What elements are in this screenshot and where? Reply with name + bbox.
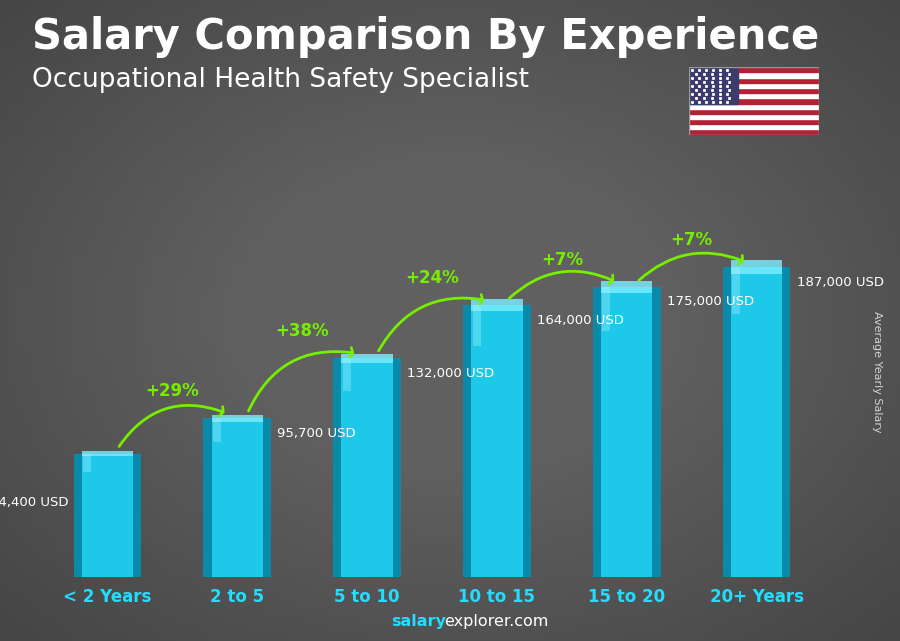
Bar [203,419,271,577]
Bar [733,267,741,313]
Bar [523,305,531,577]
Bar [343,358,351,391]
Bar [464,305,531,577]
Bar [782,267,790,577]
Bar [333,358,400,577]
Bar [688,124,819,129]
Bar [688,72,819,78]
Bar [82,451,133,456]
Bar [602,287,610,331]
Bar [688,78,819,83]
Text: +7%: +7% [670,231,713,249]
Bar [333,358,341,577]
Bar [341,353,392,363]
Bar [652,287,661,577]
Text: explorer.com: explorer.com [444,615,548,629]
Bar [688,104,819,109]
Text: +7%: +7% [541,251,583,269]
Bar [472,305,481,346]
Bar [83,454,91,472]
Bar [688,109,819,114]
Text: Average Yearly Salary: Average Yearly Salary [872,311,883,433]
Bar [74,454,82,577]
Text: +24%: +24% [405,269,459,287]
Text: Occupational Health Safety Specialist: Occupational Health Safety Specialist [32,67,528,94]
Text: 74,400 USD: 74,400 USD [0,497,68,510]
Bar [203,419,212,577]
Bar [688,98,819,104]
Bar [723,267,790,577]
Bar [392,358,400,577]
Bar [212,415,263,422]
Text: +29%: +29% [146,382,199,400]
Bar [213,419,221,442]
Bar [723,267,731,577]
Bar [688,67,738,104]
Text: salary: salary [392,615,446,629]
Bar [593,287,661,577]
Bar [688,129,819,135]
Bar [593,287,601,577]
Text: 187,000 USD: 187,000 USD [796,276,884,288]
Text: 175,000 USD: 175,000 USD [667,296,754,308]
Text: 95,700 USD: 95,700 USD [277,427,356,440]
Text: 164,000 USD: 164,000 USD [537,313,624,327]
Bar [464,305,472,577]
Text: 132,000 USD: 132,000 USD [408,367,494,379]
Bar [688,83,819,88]
Text: +38%: +38% [275,322,329,340]
Bar [688,88,819,93]
Bar [472,299,523,312]
Bar [688,93,819,98]
Bar [688,119,819,124]
Bar [74,454,141,577]
Bar [688,114,819,119]
Bar [731,260,782,274]
Bar [601,281,652,294]
Bar [133,454,141,577]
Bar [688,67,819,72]
Bar [263,419,271,577]
Text: Salary Comparison By Experience: Salary Comparison By Experience [32,16,819,58]
